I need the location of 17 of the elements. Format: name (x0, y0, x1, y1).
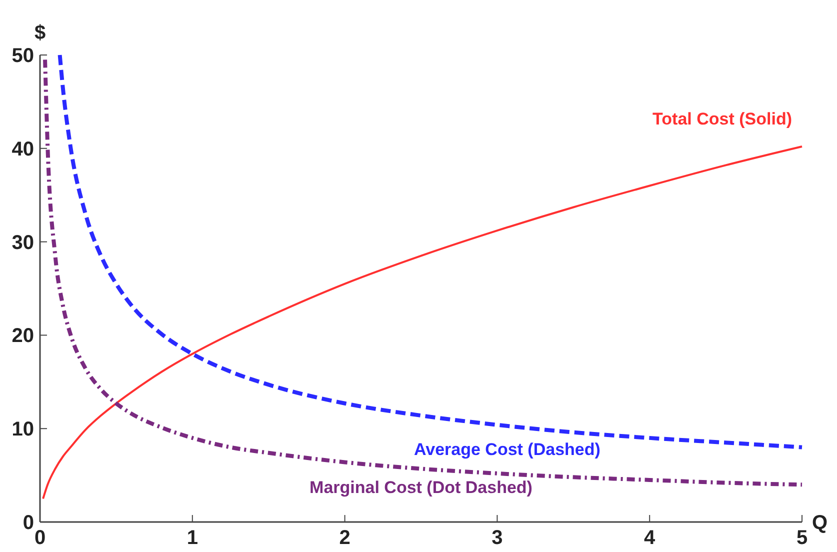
series-label: Total Cost (Solid) (652, 110, 792, 129)
y-axis-title: $ (34, 22, 46, 44)
x-tick-label: 1 (186, 527, 198, 549)
y-tick-label: 0 (22, 512, 34, 534)
series-label: Average Cost (Dashed) (414, 440, 600, 459)
x-axis-title: Q (812, 512, 828, 534)
y-tick-label: 20 (12, 325, 34, 348)
y-tick-label: 30 (12, 232, 34, 254)
y-tick-label: 40 (12, 138, 34, 160)
y-tick-label: 50 (12, 45, 34, 67)
y-tick-label: 10 (12, 418, 34, 441)
line-series (42, 146, 803, 500)
x-tick-label: 4 (644, 527, 656, 549)
x-tick-label: 3 (492, 527, 503, 549)
x-tick-label: 2 (339, 527, 350, 549)
series-label: Marginal Cost (Dot Dashed) (310, 478, 532, 497)
x-tick-label: 5 (796, 527, 808, 549)
